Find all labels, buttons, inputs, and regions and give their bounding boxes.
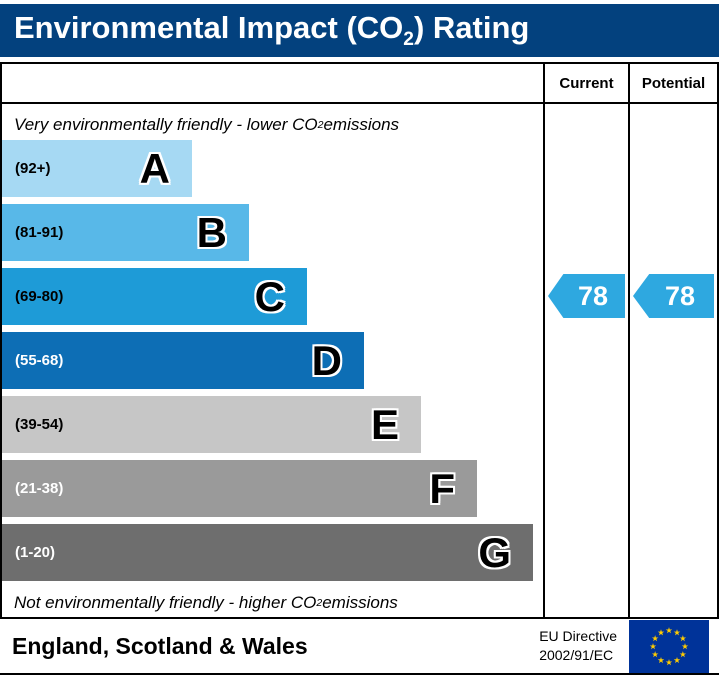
potential-rating-value: 78: [664, 280, 696, 311]
band-row-e: (39-54) E: [2, 396, 543, 460]
band-letter: F: [429, 464, 455, 512]
chart-header-spacer: [2, 64, 543, 102]
current-rating-column: 78: [543, 104, 628, 617]
potential-rating-arrow: 78: [633, 274, 714, 318]
band-row-c: (69-80) C: [2, 268, 543, 332]
eu-flag-stars: [649, 626, 689, 665]
band-letter: C: [254, 272, 285, 320]
band-bar-e: (39-54) E: [2, 396, 421, 453]
chart-body: Very environmentally friendly - lower CO…: [2, 104, 717, 617]
epc-chart: Current Potential Very environmentally f…: [0, 62, 719, 619]
band-bar-g: (1-20) G: [2, 524, 533, 581]
band-bar-f: (21-38) F: [2, 460, 477, 517]
band-row-a: (92+) A: [2, 140, 543, 204]
band-range-label: (39-54): [15, 416, 64, 433]
band-letter: G: [478, 528, 511, 576]
footer-region-label: England, Scotland & Wales: [12, 632, 308, 659]
band-range-label: (81-91): [15, 224, 64, 241]
band-row-b: (81-91) B: [2, 204, 543, 268]
band-row-g: (1-20) G: [2, 524, 543, 588]
band-letter: D: [311, 336, 342, 384]
current-rating-value: 78: [577, 280, 609, 311]
eu-directive-line1: EU Directive: [539, 628, 617, 645]
top-note: Very environmentally friendly - lower CO…: [14, 115, 400, 134]
eu-directive-line2: 2002/91/EC: [539, 647, 614, 663]
band-range-label: (92+): [15, 160, 51, 177]
eu-directive-label: EU Directive 2002/91/EC: [539, 627, 617, 665]
band-letter: E: [370, 400, 399, 448]
band-range-label: (1-20): [15, 544, 56, 561]
chart-header-row: Current Potential: [2, 64, 717, 104]
band-row-d: (55-68) D: [2, 332, 543, 396]
bands-area: Very environmentally friendly - lower CO…: [2, 104, 543, 617]
title-bar: Environmental Impact (CO2) Rating: [0, 4, 719, 57]
column-header-current: Current: [543, 64, 628, 102]
band-letter: A: [139, 144, 170, 192]
band-row-f: (21-38) F: [2, 460, 543, 524]
band-range-label: (69-80): [15, 288, 64, 305]
column-header-potential: Potential: [628, 64, 717, 102]
eu-flag-icon: [629, 619, 709, 673]
band-range-label: (21-38): [15, 480, 64, 497]
current-rating-arrow: 78: [548, 274, 625, 318]
page-title: Environmental Impact (CO2) Rating: [14, 9, 530, 51]
band-bar-a: (92+) A: [2, 140, 192, 197]
band-bar-d: (55-68) D: [2, 332, 364, 389]
bottom-note: Not environmentally friendly - higher CO…: [14, 593, 398, 612]
potential-rating-column: 78: [628, 104, 717, 617]
band-bar-c: (69-80) C: [2, 268, 307, 325]
footer: England, Scotland & Wales EU Directive 2…: [0, 619, 719, 675]
band-range-label: (55-68): [15, 352, 64, 369]
band-bar-b: (81-91) B: [2, 204, 249, 261]
band-letter: B: [196, 208, 227, 256]
